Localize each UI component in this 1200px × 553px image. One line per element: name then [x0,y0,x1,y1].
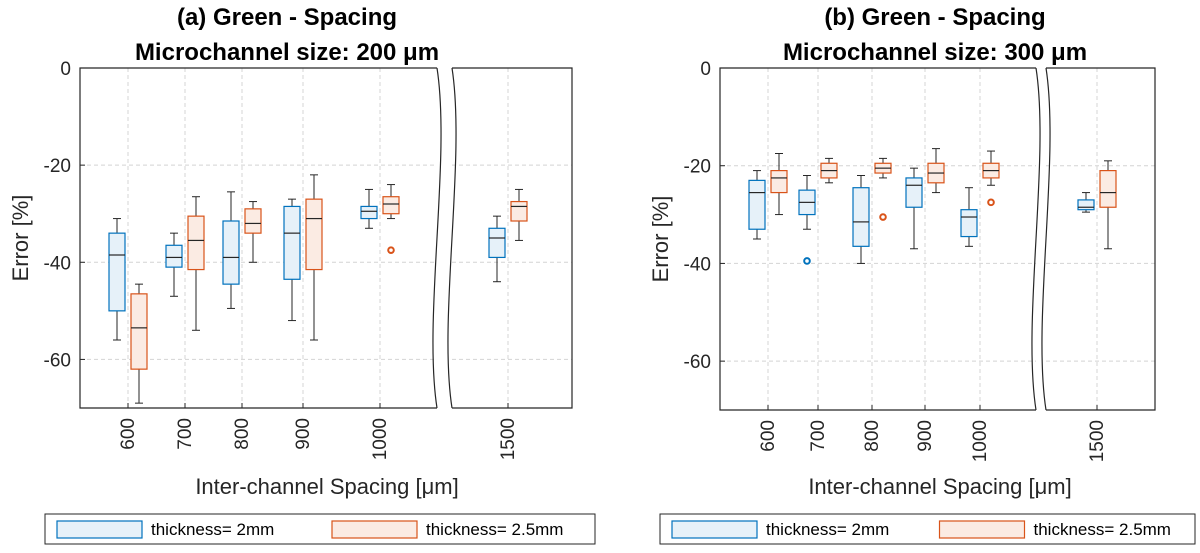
axes-frame [719,67,1036,411]
y-tick-label: -40 [44,253,71,274]
box-thickness-2mm-600 [108,218,126,341]
y-axis-label: Error [%] [8,195,33,282]
legend-swatch [938,520,1026,539]
axis-break-right [447,67,457,409]
panel-a: (a) Green - Spacing Microchannel size: 20… [8,4,596,545]
box-thickness-2-5mm-600 [130,283,148,404]
box-thickness-2-5mm-900 [927,148,945,194]
box-thickness-2-5mm-700 [820,157,838,184]
legend-label: thickness= 2mm [151,520,274,539]
x-tick-label: 700 [175,418,196,450]
box-thickness-2mm-900 [283,198,301,322]
y-tick-label: 0 [700,59,711,80]
x-tick-label: 600 [118,418,139,450]
axes-frame [79,67,437,409]
box-thickness-2-5mm-1500 [1099,160,1117,250]
chart-title: (b) Green - Spacing [824,4,1045,31]
box-thickness-2mm-1500 [488,215,506,283]
box-iqr [130,293,148,370]
legend: thickness= 2mm thickness= 2.5mm [44,513,596,545]
legend-swatch [56,520,143,539]
box-iqr [748,179,766,230]
outlier-point [803,257,811,265]
legend-swatch [331,520,418,539]
box-thickness-2-5mm-1500 [510,188,528,241]
panel-b: (b) Green - Spacing Microchannel size: 30… [648,4,1196,545]
box-iqr [165,244,183,268]
box-thickness-2-5mm-600 [770,153,788,216]
box-thickness-2-5mm-1000 [382,184,400,254]
x-tick-label: 1000 [370,418,391,460]
axes-frame-right [452,67,573,409]
box-iqr [1077,199,1095,211]
box-iqr [905,177,923,208]
box-iqr [488,227,506,259]
legend-label: thickness= 2mm [766,520,889,539]
box-thickness-2mm-700 [798,174,816,265]
box-iqr [852,187,870,247]
x-tick-label: 900 [915,420,936,452]
y-tick-label: -40 [684,254,711,275]
chart-title: (a) Green - Spacing [177,4,397,31]
y-tick-label: -20 [684,157,711,178]
box-thickness-2mm-700 [165,232,183,297]
box-thickness-2mm-800 [852,174,870,264]
legend: thickness= 2mm thickness= 2.5mm [659,513,1196,545]
axis-break-right [1041,67,1051,411]
outlier-point [987,198,995,207]
box-thickness-2-5mm-1000 [982,150,1000,207]
axes-frame-right [1046,67,1156,411]
box-thickness-2-5mm-900 [305,174,323,341]
x-tick-label: 600 [758,420,779,452]
box-thickness-2mm-1000 [360,188,378,229]
x-axis-label: Inter-channel Spacing [μm] [808,474,1071,499]
legend-label: thickness= 2.5mm [426,520,563,539]
y-tick-label: -60 [44,350,71,371]
box-iqr [108,232,126,312]
box-thickness-2mm-900 [905,167,923,250]
y-axis-label: Error [%] [648,196,673,283]
box-thickness-2mm-1000 [960,187,978,247]
y-tick-label: 0 [60,59,71,80]
box-iqr [510,200,528,222]
outlier-point [879,213,887,221]
box-iqr [283,205,301,280]
chart-subtitle: Microchannel size: 200 μm [135,39,439,66]
outlier-point [387,246,395,254]
legend-label: thickness= 2.5mm [1034,520,1171,539]
box-iqr [1099,170,1117,208]
box-thickness-2-5mm-700 [187,196,205,331]
box-thickness-2mm-1500 [1077,192,1095,213]
x-tick-label: 700 [808,420,829,452]
x-axis-label: Inter-channel Spacing [μm] [195,474,458,499]
box-iqr [770,170,788,194]
box-iqr [382,196,400,215]
y-tick-label: -20 [44,156,71,177]
x-tick-label: 1500 [1087,420,1108,462]
box-iqr [960,209,978,238]
chart-subtitle: Microchannel size: 300 μm [783,39,1087,66]
x-tick-label: 1500 [498,418,519,460]
box-iqr [187,215,205,271]
x-tick-label: 800 [232,418,253,450]
box-iqr [305,198,323,271]
box-thickness-2-5mm-800 [244,201,262,263]
box-iqr [244,208,262,234]
y-tick-label: -60 [684,352,711,373]
x-tick-label: 800 [862,420,883,452]
box-iqr [222,220,240,285]
box-iqr [360,205,378,220]
axis-break-left [1031,67,1041,411]
legend-swatch [671,520,758,539]
axis-break-left [432,67,442,409]
box-thickness-2-5mm-800 [874,157,892,221]
x-tick-label: 1000 [970,420,991,462]
x-tick-label: 900 [293,418,314,450]
box-thickness-2mm-800 [222,191,240,309]
box-thickness-2mm-600 [748,170,766,240]
